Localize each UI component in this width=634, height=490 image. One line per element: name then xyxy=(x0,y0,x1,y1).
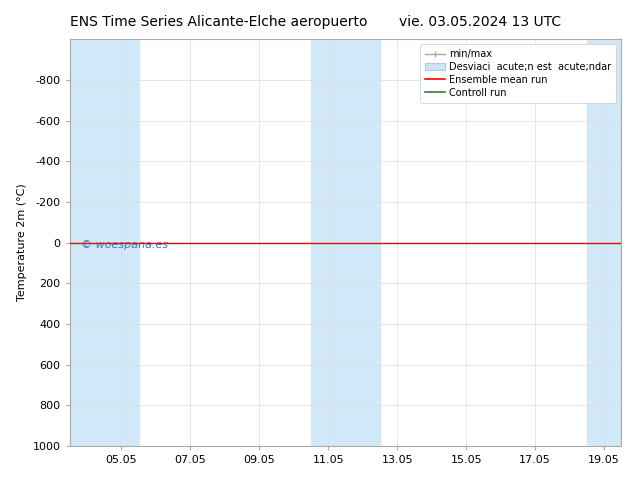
Text: ENS Time Series Alicante-Elche aeropuerto: ENS Time Series Alicante-Elche aeropuert… xyxy=(70,15,367,29)
Y-axis label: Temperature 2m (°C): Temperature 2m (°C) xyxy=(17,184,27,301)
Bar xyxy=(311,39,380,446)
Bar xyxy=(587,39,621,446)
Text: vie. 03.05.2024 13 UTC: vie. 03.05.2024 13 UTC xyxy=(399,15,562,29)
Legend: min/max, Desviaci  acute;n est  acute;ndar, Ensemble mean run, Controll run: min/max, Desviaci acute;n est acute;ndar… xyxy=(420,44,616,102)
Text: © woespana.es: © woespana.es xyxy=(81,240,168,249)
Bar xyxy=(70,39,139,446)
